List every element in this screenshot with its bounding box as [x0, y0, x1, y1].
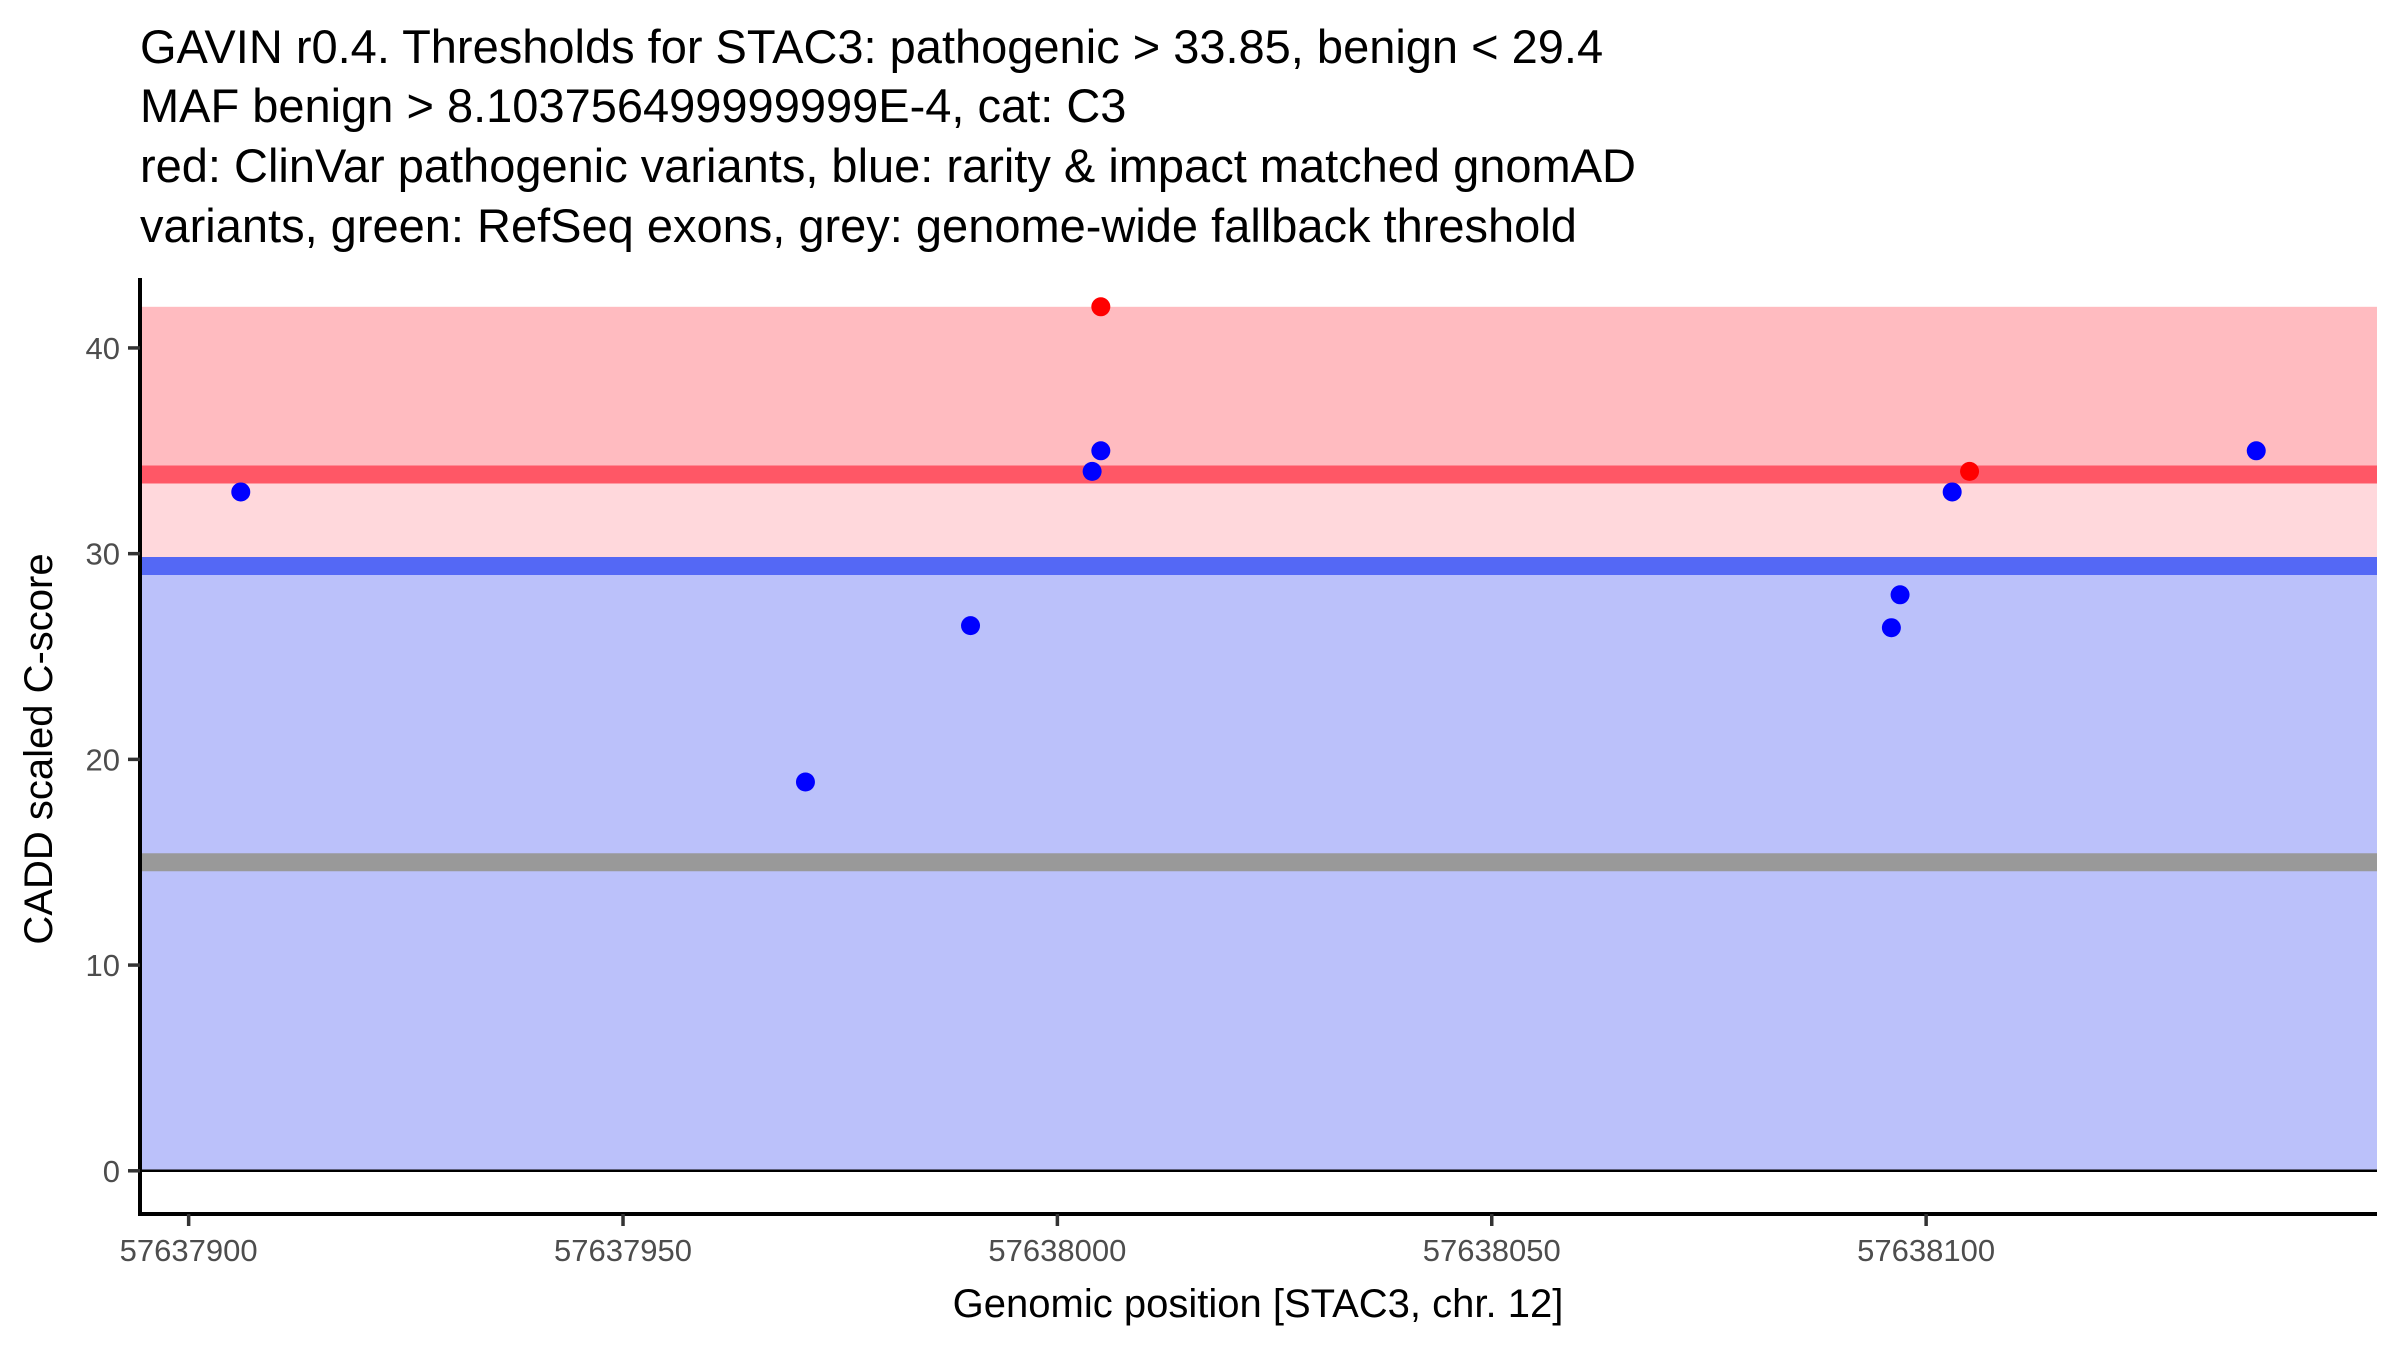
y-tick-label: 0: [103, 1154, 120, 1189]
y-tick-label: 30: [86, 537, 120, 572]
gnomad-variant-point: [795, 772, 815, 792]
axes: 0 10 20 30 40 57637900 57637950 57638000 576380…: [86, 278, 2377, 1268]
title-line-2: MAF benign > 8.103756499999999E-4, cat: …: [140, 79, 1126, 132]
y-tick-label: 40: [86, 331, 120, 366]
y-axis-title: CADD scaled C-score: [17, 553, 61, 944]
gnomad-variant-point: [231, 482, 251, 502]
title-line-4: variants, green: RefSeq exons, grey: gen…: [140, 199, 1577, 252]
title-line-1: GAVIN r0.4. Thresholds for STAC3: pathog…: [140, 20, 1603, 73]
gnomad-variant-point: [1942, 482, 1962, 502]
gnomad-variant-point: [1082, 461, 1102, 481]
gnomad-variant-point: [2246, 441, 2266, 461]
x-axis-title: Genomic position [STAC3, chr. 12]: [953, 1282, 1564, 1326]
threshold-lines: [140, 465, 2377, 872]
clinvar-pathogenic-point: [1091, 297, 1111, 317]
x-tick-label: 57638000: [988, 1233, 1126, 1268]
title-line-3: red: ClinVar pathogenic variants, blue: …: [140, 139, 1636, 192]
x-tick-label: 57637950: [554, 1233, 692, 1268]
gnomad-variant-point: [961, 616, 981, 636]
gnomad-variant-point: [1881, 618, 1901, 638]
clinvar-pathogenic-point: [1960, 461, 1980, 481]
threshold-bands: [140, 306, 2377, 1171]
gnomad-variant-point: [1890, 585, 1910, 605]
x-axis-ticks: 57637900 57637950 57638000 57638050 57638100: [120, 1214, 1995, 1268]
y-tick-label: 10: [86, 948, 120, 983]
variant-points: [231, 297, 2266, 792]
x-tick-label: 57638050: [1423, 1233, 1561, 1268]
chart-title: GAVIN r0.4. Thresholds for STAC3: pathog…: [140, 20, 1636, 252]
x-tick-label: 57638100: [1857, 1233, 1995, 1268]
gnomad-variant-point: [1091, 441, 1111, 461]
intermediate-region-band: [140, 474, 2377, 566]
pathogenic-region-band: [140, 306, 2377, 475]
x-tick-label: 57637900: [120, 1233, 258, 1268]
y-tick-label: 20: [86, 742, 120, 777]
y-axis-ticks: 0 10 20 30 40: [86, 331, 140, 1189]
